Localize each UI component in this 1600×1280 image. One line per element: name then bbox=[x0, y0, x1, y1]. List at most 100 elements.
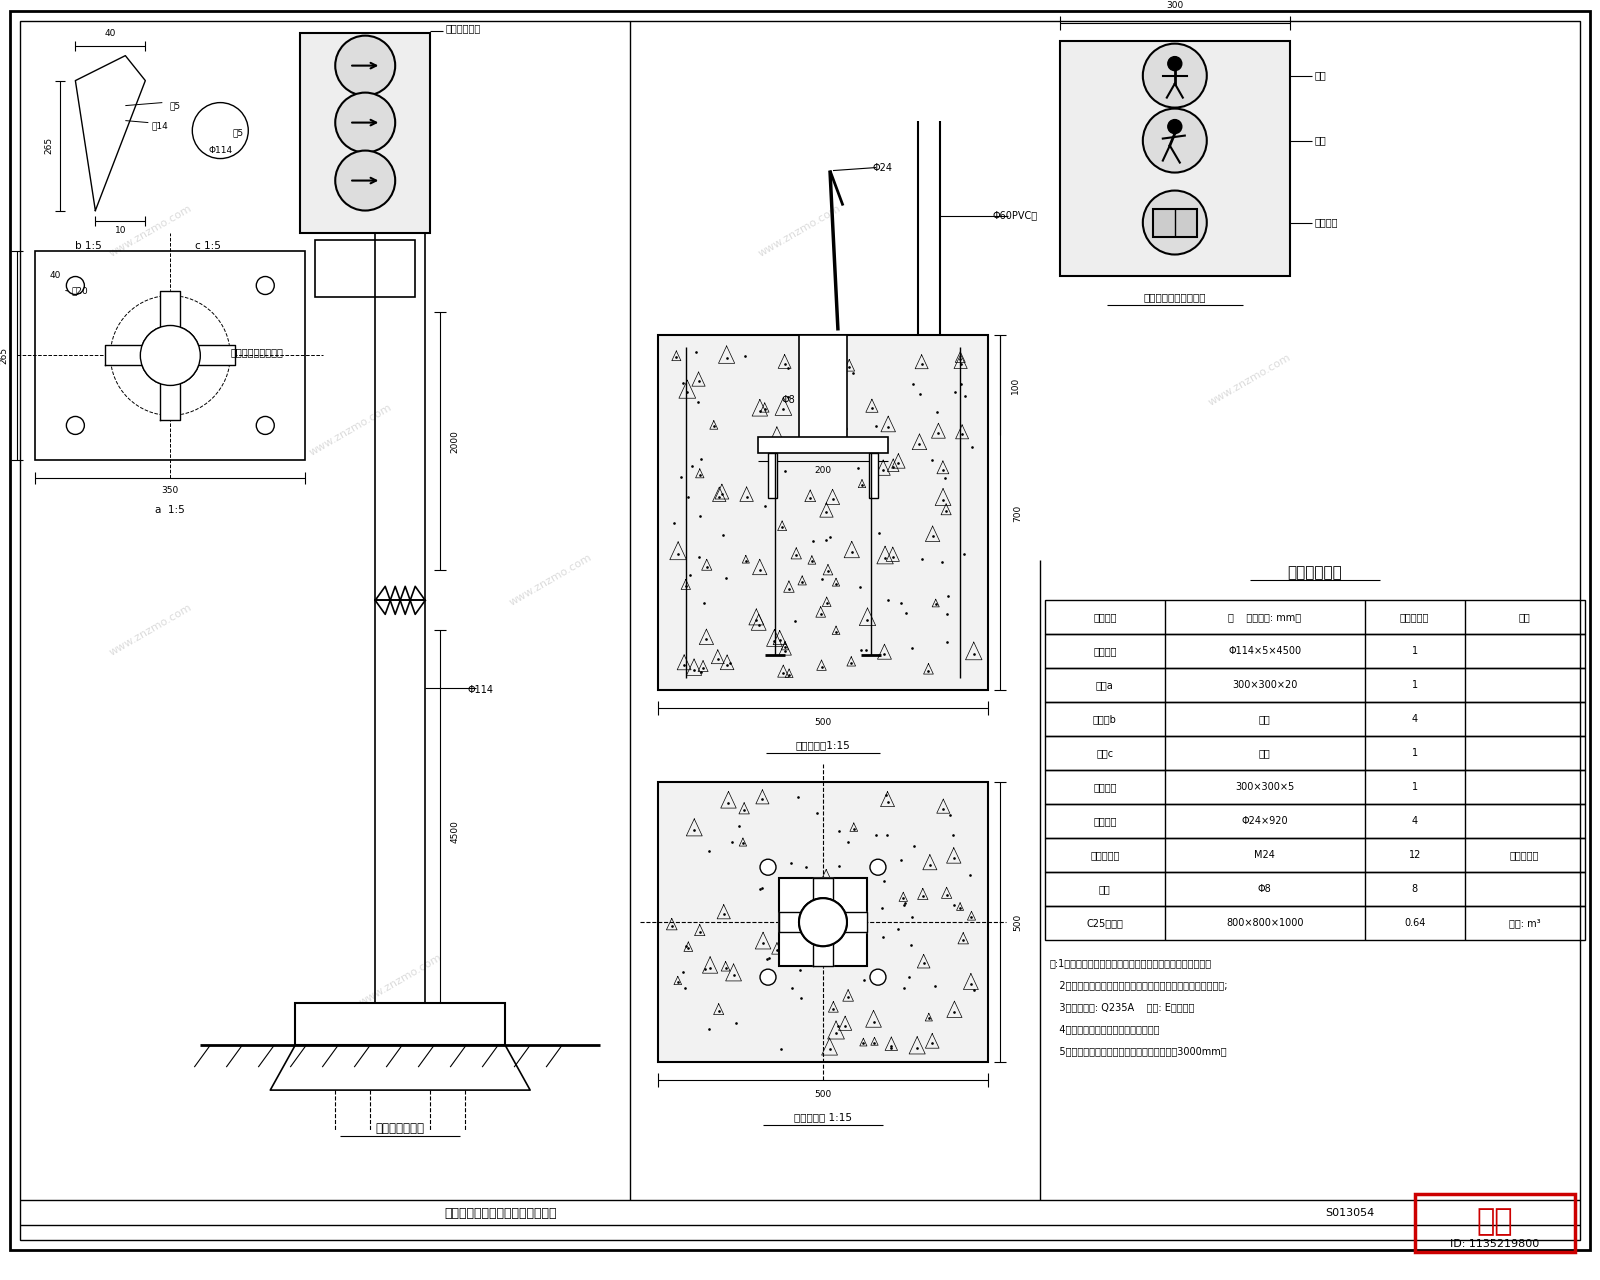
Circle shape bbox=[1142, 44, 1206, 108]
Circle shape bbox=[870, 969, 886, 986]
Text: 钢筋: 钢筋 bbox=[1099, 884, 1110, 895]
Text: Φ8: Φ8 bbox=[1258, 884, 1272, 895]
Text: www.znzmo.com: www.znzmo.com bbox=[357, 952, 443, 1007]
Bar bbox=[376, 233, 426, 1032]
Text: 灯杆立面大样图: 灯杆立面大样图 bbox=[376, 1121, 424, 1134]
Text: 备注: 备注 bbox=[1518, 612, 1531, 622]
Polygon shape bbox=[106, 346, 235, 366]
Text: 螺母、垫片: 螺母、垫片 bbox=[1090, 850, 1120, 860]
Text: c 1:5: c 1:5 bbox=[195, 241, 221, 251]
Circle shape bbox=[336, 92, 395, 152]
Text: 1: 1 bbox=[1411, 680, 1418, 690]
Text: www.znzmo.com: www.znzmo.com bbox=[307, 403, 394, 458]
Text: www.znzmo.com: www.znzmo.com bbox=[107, 603, 194, 658]
Text: Φ24×920: Φ24×920 bbox=[1242, 817, 1288, 826]
Text: 红灯: 红灯 bbox=[1315, 70, 1326, 81]
Bar bbox=[1045, 600, 1584, 635]
Bar bbox=[301, 32, 430, 233]
Text: 注:1、基础周围可填土至交通道路人行道板面深度要求处理。: 注:1、基础周围可填土至交通道路人行道板面深度要求处理。 bbox=[1050, 959, 1211, 968]
Circle shape bbox=[141, 325, 200, 385]
Polygon shape bbox=[813, 878, 834, 966]
Circle shape bbox=[192, 102, 248, 159]
Text: 基础面板: 基础面板 bbox=[1093, 782, 1117, 792]
Bar bbox=[1414, 1194, 1574, 1252]
Text: 4、灯杆与法兰盘连接处要说如钢筋。: 4、灯杆与法兰盘连接处要说如钢筋。 bbox=[1050, 1024, 1160, 1034]
Text: www.znzmo.com: www.znzmo.com bbox=[757, 553, 843, 608]
Text: 材料名称: 材料名称 bbox=[1093, 612, 1117, 622]
Bar bbox=[798, 335, 846, 445]
Bar bbox=[1045, 703, 1584, 736]
Text: 盖板c: 盖板c bbox=[1096, 749, 1114, 758]
Text: 4500: 4500 bbox=[451, 819, 459, 842]
Text: 焊20: 焊20 bbox=[72, 285, 88, 294]
Circle shape bbox=[336, 151, 395, 210]
Text: 300×300×5: 300×300×5 bbox=[1235, 782, 1294, 792]
Text: 500: 500 bbox=[814, 718, 832, 727]
Text: Φ114: Φ114 bbox=[208, 146, 232, 155]
Circle shape bbox=[798, 899, 846, 946]
Text: 绿灯: 绿灯 bbox=[1315, 136, 1326, 146]
Text: 200: 200 bbox=[814, 466, 832, 475]
Circle shape bbox=[1142, 109, 1206, 173]
Circle shape bbox=[66, 416, 85, 434]
Text: 附着人行彼通信号灯: 附着人行彼通信号灯 bbox=[230, 347, 283, 357]
Bar bbox=[658, 782, 987, 1062]
Text: 800×800×1000: 800×800×1000 bbox=[1226, 918, 1304, 928]
Text: S013054: S013054 bbox=[1325, 1208, 1374, 1219]
Circle shape bbox=[1142, 191, 1206, 255]
Text: 5、当仅有人行彼通信号灯时灯杆中线向柱杆3000mm。: 5、当仅有人行彼通信号灯时灯杆中线向柱杆3000mm。 bbox=[1050, 1046, 1227, 1056]
Circle shape bbox=[798, 899, 846, 946]
Text: 单位: m³: 单位: m³ bbox=[1509, 918, 1541, 928]
Text: 厚14: 厚14 bbox=[152, 122, 168, 131]
Text: 40: 40 bbox=[50, 271, 61, 280]
Bar bbox=[658, 335, 987, 690]
Text: 数量（件）: 数量（件） bbox=[1400, 612, 1429, 622]
Text: 265: 265 bbox=[43, 137, 53, 154]
Text: Φ8: Φ8 bbox=[781, 396, 795, 406]
Bar bbox=[1045, 736, 1584, 771]
Text: Φ114: Φ114 bbox=[467, 685, 493, 695]
Bar bbox=[1154, 209, 1197, 237]
Bar bbox=[779, 878, 867, 966]
Text: 100: 100 bbox=[1011, 376, 1021, 394]
Text: 市政指示信号灯单柱式灯杆实装图: 市政指示信号灯单柱式灯杆实装图 bbox=[443, 1207, 557, 1220]
Text: 700: 700 bbox=[1013, 504, 1022, 521]
Text: Φ114×5×4500: Φ114×5×4500 bbox=[1229, 646, 1301, 657]
Circle shape bbox=[336, 36, 395, 96]
Bar bbox=[1045, 804, 1584, 838]
Text: 立柱钢管: 立柱钢管 bbox=[1093, 646, 1117, 657]
Polygon shape bbox=[779, 913, 867, 932]
Text: a  1:5: a 1:5 bbox=[155, 506, 186, 516]
Text: 300: 300 bbox=[1166, 1, 1184, 10]
Text: C25混凝土: C25混凝土 bbox=[1086, 918, 1123, 928]
Bar bbox=[315, 239, 414, 297]
Text: 4: 4 bbox=[1411, 817, 1418, 826]
Text: b 1:5: b 1:5 bbox=[75, 241, 102, 251]
Bar bbox=[768, 453, 778, 498]
Text: 8: 8 bbox=[1411, 884, 1418, 895]
Circle shape bbox=[760, 969, 776, 986]
Text: 厚5: 厚5 bbox=[170, 101, 181, 110]
Bar bbox=[296, 1004, 506, 1044]
Text: 含弹簧垫片: 含弹簧垫片 bbox=[1510, 850, 1539, 860]
Text: 2、要求灯基础置于原状土二、如遇不良地质土层应行地基处理;: 2、要求灯基础置于原状土二、如遇不良地质土层应行地基处理; bbox=[1050, 980, 1227, 991]
Text: 知末: 知末 bbox=[1477, 1207, 1514, 1236]
Text: 1: 1 bbox=[1411, 782, 1418, 792]
Text: 如图: 如图 bbox=[1259, 714, 1270, 724]
Circle shape bbox=[870, 859, 886, 876]
Circle shape bbox=[66, 276, 85, 294]
Bar bbox=[1045, 872, 1584, 906]
Text: M24: M24 bbox=[1254, 850, 1275, 860]
Text: 灯杆材料清单: 灯杆材料清单 bbox=[1288, 564, 1342, 580]
Text: 如图: 如图 bbox=[1259, 749, 1270, 758]
Text: 1: 1 bbox=[1411, 646, 1418, 657]
Text: 厚5: 厚5 bbox=[232, 128, 243, 137]
Circle shape bbox=[760, 859, 776, 876]
Bar bbox=[35, 251, 306, 461]
Text: www.znzmo.com: www.znzmo.com bbox=[507, 553, 594, 608]
Polygon shape bbox=[270, 1044, 530, 1091]
Bar bbox=[758, 438, 888, 453]
Text: 4: 4 bbox=[1411, 714, 1418, 724]
Text: 2000: 2000 bbox=[451, 430, 459, 453]
Text: 300×300×20: 300×300×20 bbox=[1232, 680, 1298, 690]
